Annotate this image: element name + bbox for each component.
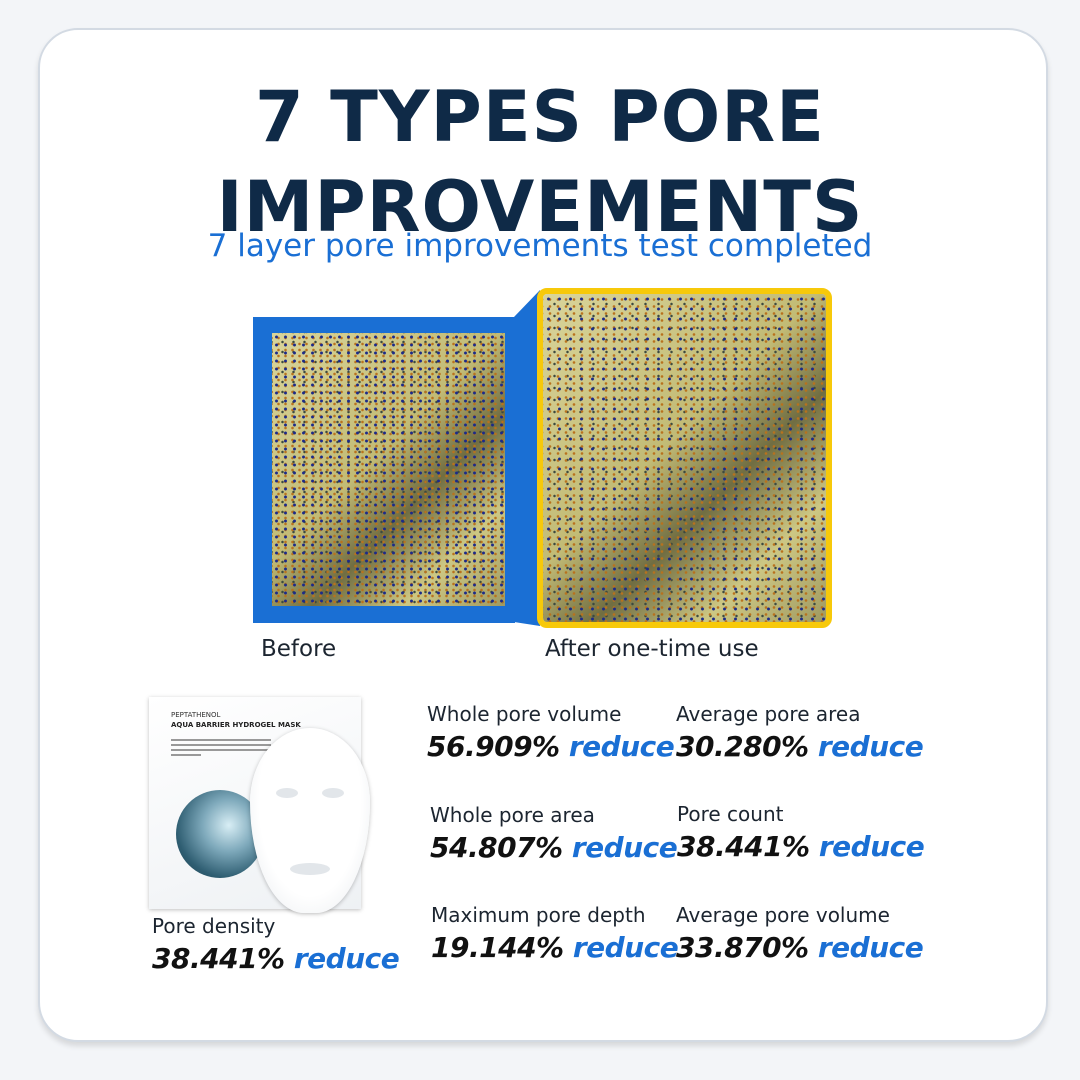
after-frame bbox=[537, 288, 832, 628]
stat-value: 38.441% reduce bbox=[152, 942, 400, 975]
stat-average-pore-area: Average pore area 30.280% reduce bbox=[676, 702, 924, 763]
after-skin-image bbox=[543, 294, 826, 622]
subtitle: 7 layer pore improvements test completed bbox=[207, 228, 873, 264]
stat-label: Maximum pore depth bbox=[431, 903, 646, 927]
stat-label: Average pore volume bbox=[676, 903, 890, 927]
stat-value: 19.144% reduce bbox=[431, 931, 679, 964]
stat-label: Whole pore volume bbox=[427, 702, 622, 726]
product-name: AQUA BARRIER HYDROGEL MASK bbox=[171, 721, 301, 729]
stat-maximum-pore-depth: Maximum pore depth 19.144% reduce bbox=[431, 903, 679, 964]
stat-average-pore-volume: Average pore volume 33.870% reduce bbox=[676, 903, 924, 964]
stat-whole-pore-volume: Whole pore volume 56.909% reduce bbox=[427, 702, 675, 763]
page-title: 7 TYPES PORE IMPROVEMENTS bbox=[0, 72, 1080, 252]
title-line-2: IMPROVEMENTS bbox=[216, 166, 864, 248]
stat-label: Pore count bbox=[677, 802, 784, 826]
product-brand: PEPTATHENOL bbox=[171, 711, 221, 719]
stat-value: 30.280% reduce bbox=[676, 730, 924, 763]
stat-label: Pore density bbox=[152, 914, 276, 938]
stat-label: Average pore area bbox=[676, 702, 861, 726]
stat-value: 54.807% reduce bbox=[430, 831, 678, 864]
package-fine-print bbox=[171, 739, 271, 759]
stat-value: 33.870% reduce bbox=[676, 931, 924, 964]
stat-whole-pore-area: Whole pore area 54.807% reduce bbox=[430, 803, 678, 864]
mask-mouth bbox=[290, 863, 330, 875]
before-skin-image bbox=[272, 333, 505, 606]
stat-value: 56.909% reduce bbox=[427, 730, 675, 763]
stat-pore-density: Pore density 38.441% reduce bbox=[152, 914, 400, 975]
mask-eye bbox=[322, 788, 344, 798]
stat-value: 38.441% reduce bbox=[677, 830, 925, 863]
before-label: Before bbox=[261, 636, 337, 662]
sheet-mask-image bbox=[250, 728, 370, 913]
mask-eye bbox=[276, 788, 298, 798]
after-label: After one-time use bbox=[545, 636, 759, 662]
title-line-1: 7 TYPES PORE bbox=[255, 76, 825, 158]
gel-sphere-image bbox=[176, 790, 264, 878]
stat-label: Whole pore area bbox=[430, 803, 595, 827]
stat-pore-count: Pore count 38.441% reduce bbox=[677, 802, 925, 863]
